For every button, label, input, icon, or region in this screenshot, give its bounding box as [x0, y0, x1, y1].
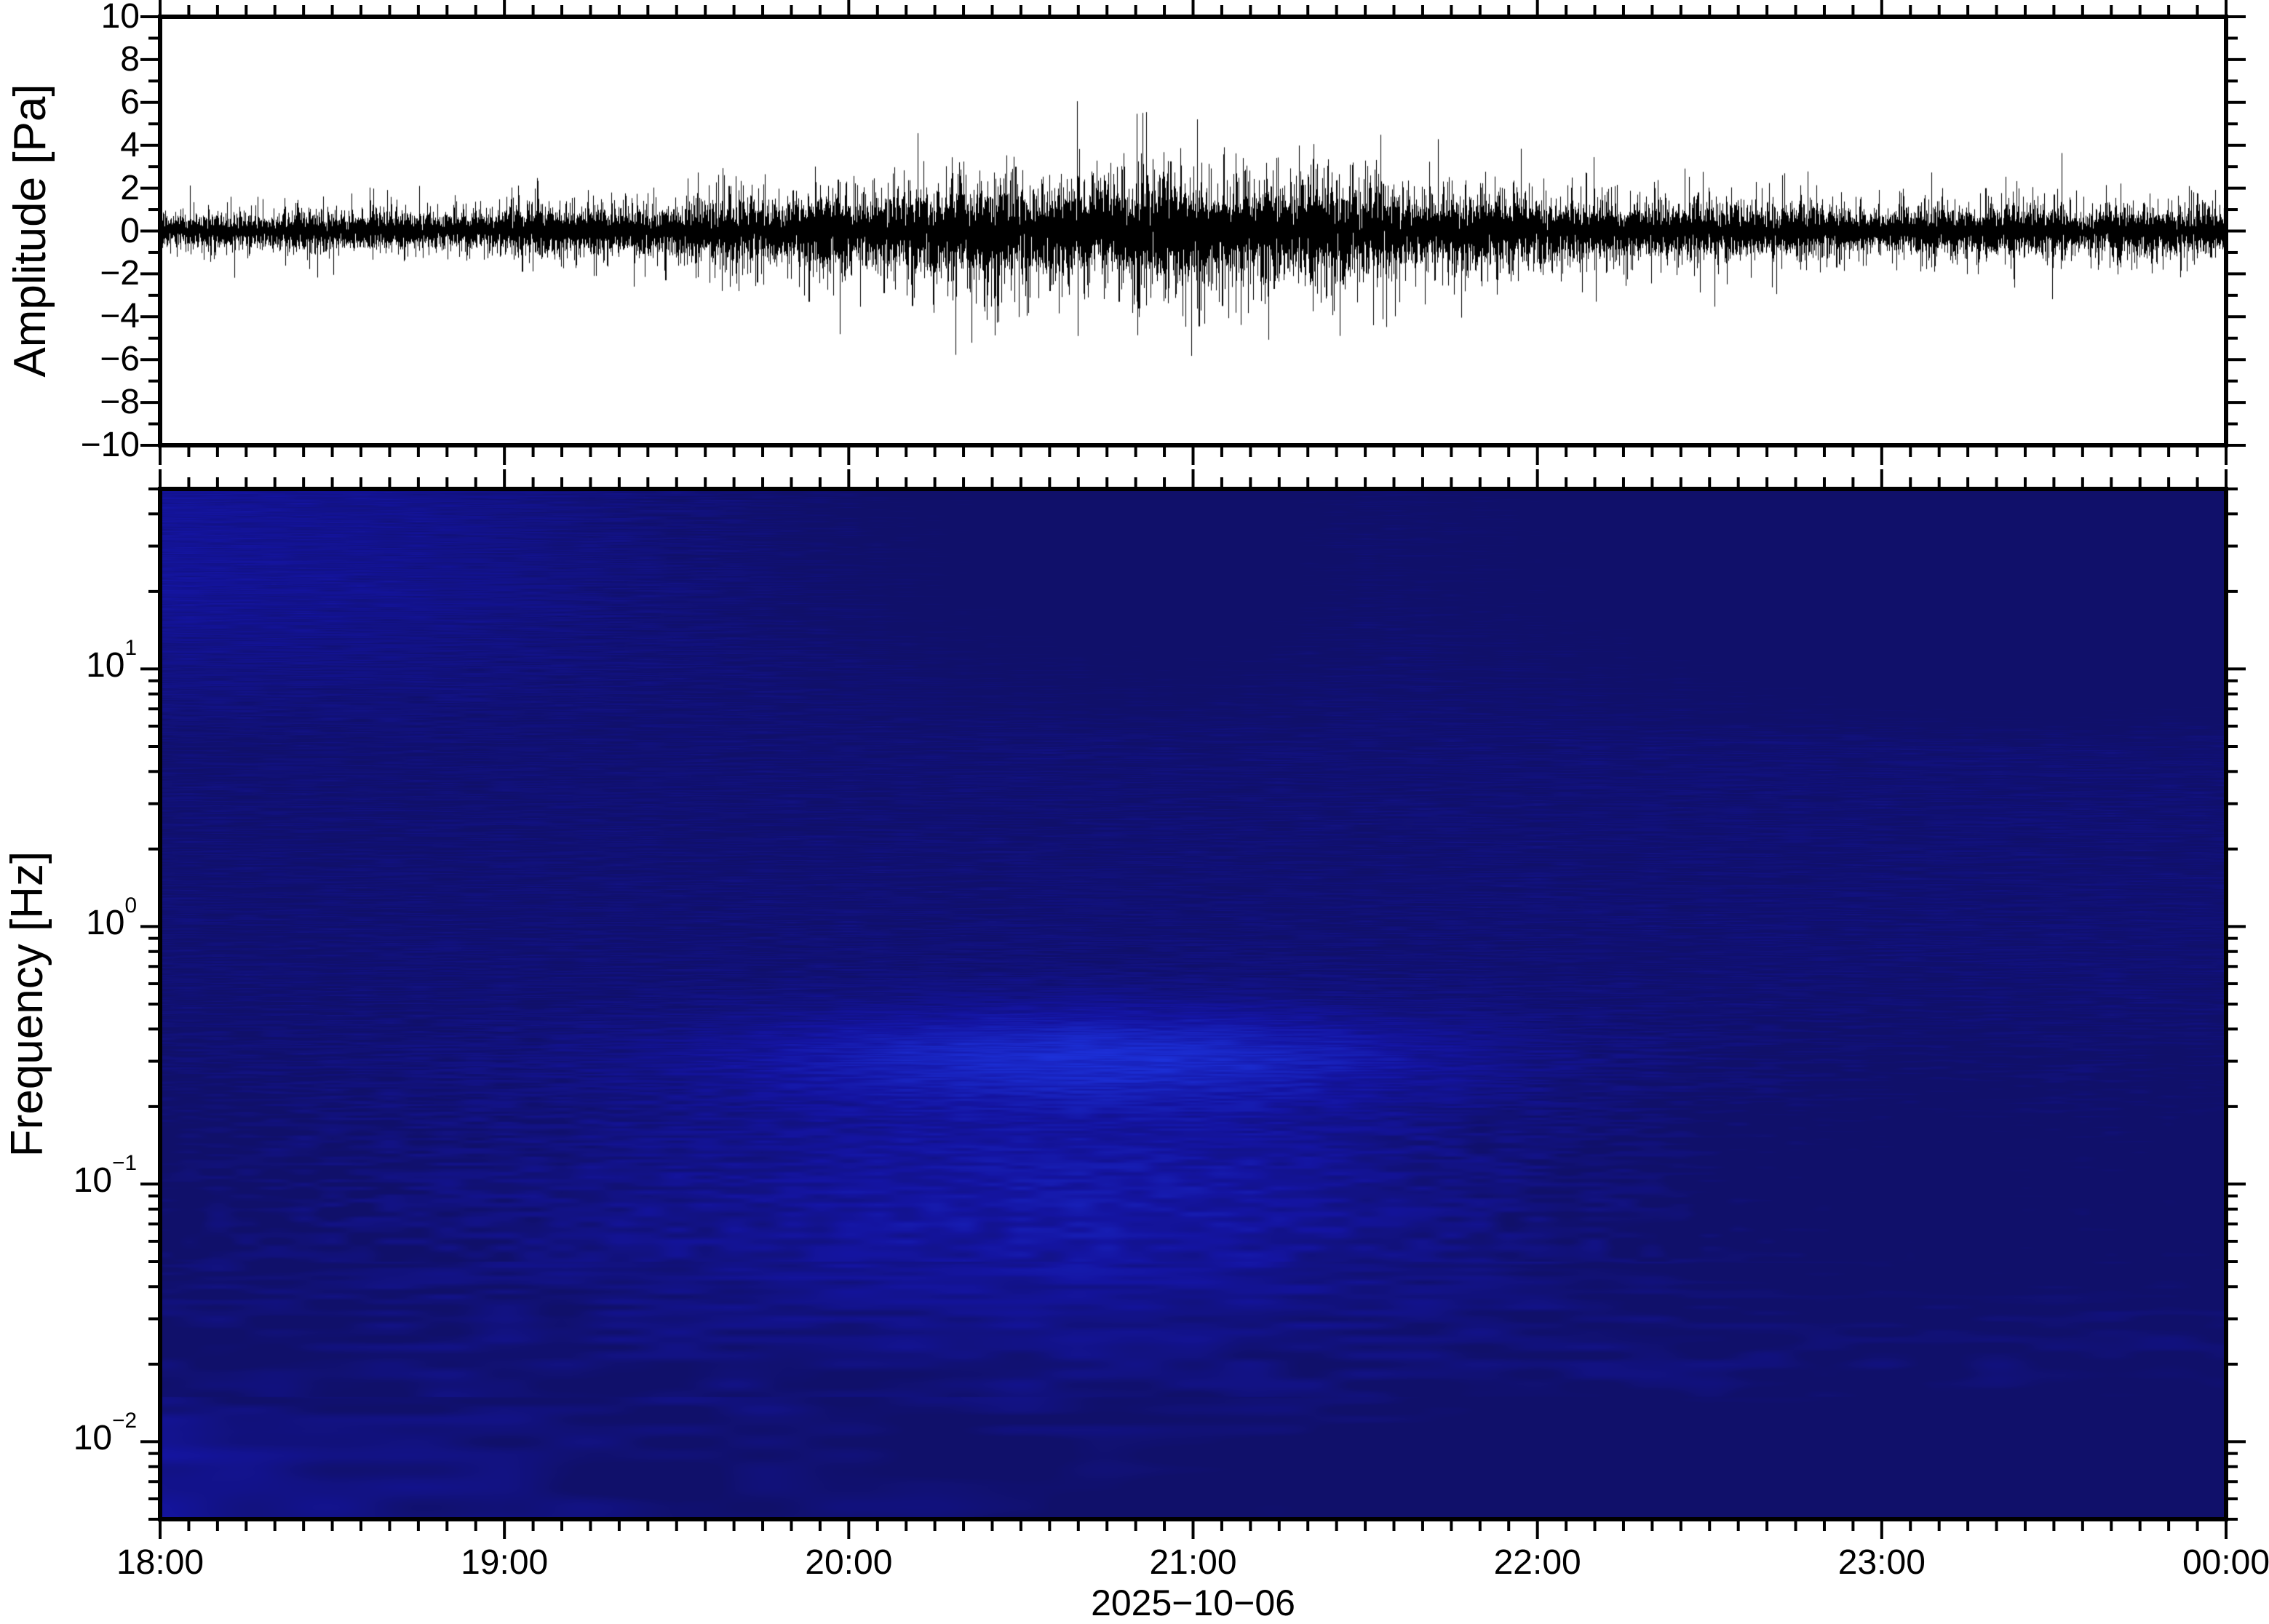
amplitude-tick-label: 6 [120, 82, 140, 122]
time-tick-label: 00:00 [2182, 1543, 2269, 1582]
date-label: 2025−10−06 [1091, 1583, 1295, 1623]
spectrogram-heatmap [160, 489, 2226, 1519]
frequency-axis-title: Frequency [Hz] [2, 851, 52, 1158]
amplitude-tick-label: −8 [100, 383, 140, 422]
amplitude-tick-label: −2 [100, 254, 140, 293]
amplitude-tick-label: −10 [80, 426, 140, 464]
amplitude-tick-label: 2 [120, 168, 140, 207]
time-tick-label: 18:00 [116, 1543, 204, 1582]
amplitude-tick-label: 10 [100, 0, 140, 36]
frequency-tick-label: 100 [86, 893, 137, 943]
frequency-tick-label: 10−2 [73, 1409, 137, 1458]
amplitude-tick-label: 8 [120, 39, 140, 79]
time-tick-label: 22:00 [1493, 1543, 1581, 1582]
amplitude-tick-label: −4 [100, 297, 140, 336]
amplitude-tick-label: −6 [100, 340, 140, 379]
frequency-tick-label: 10−1 [73, 1151, 137, 1201]
waveform-plot [160, 17, 2226, 445]
frequency-tick-label: 101 [86, 636, 137, 685]
time-tick-label: 21:00 [1149, 1543, 1237, 1582]
time-tick-label: 19:00 [461, 1543, 549, 1582]
amplitude-axis-title: Amplitude [Pa] [5, 84, 55, 378]
time-tick-label: 23:00 [1837, 1543, 1926, 1582]
amplitude-tick-label: 0 [120, 211, 140, 250]
amplitude-tick-label: 4 [120, 125, 140, 164]
time-tick-label: 20:00 [805, 1543, 893, 1582]
